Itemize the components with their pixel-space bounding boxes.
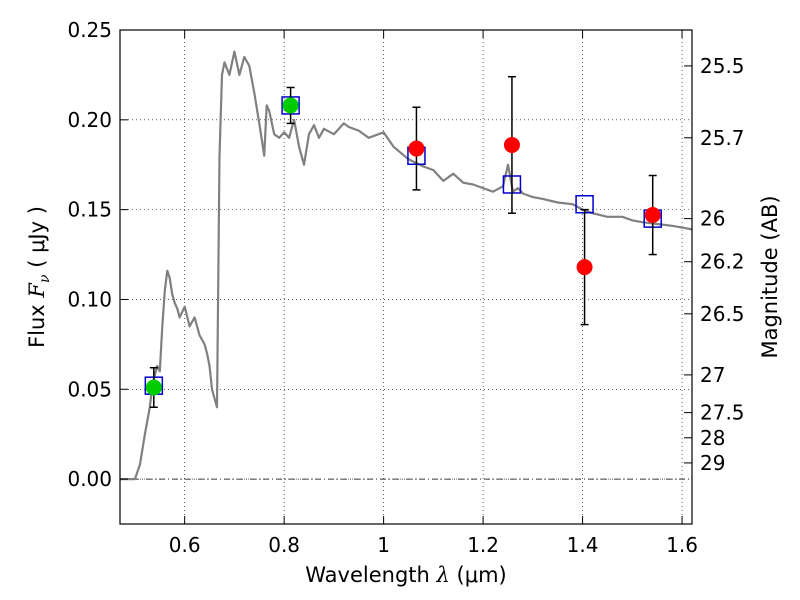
y2-tick-label: 26 (700, 207, 725, 231)
x-axis-label: Wavelength λ (μm) (305, 563, 506, 587)
x-tick-label: 1.6 (666, 533, 698, 557)
x-tick-label: 0.8 (268, 533, 300, 557)
x-tick-label: 1.4 (567, 533, 599, 557)
y-tick-label: 0.20 (67, 108, 112, 132)
x-tick-label: 1 (377, 533, 390, 557)
y2-tick-label: 27.5 (700, 401, 745, 425)
y-axis-label: Flux Fν ( μJy ) (25, 206, 53, 348)
y2-tick-label: 25.7 (700, 126, 745, 150)
y2-tick-label: 25.5 (700, 54, 745, 78)
y-tick-label: 0.00 (67, 467, 112, 491)
y2-tick-label: 28 (700, 426, 725, 450)
axis-ticks: 0.6 0.8 1 1.2 1.4 1.6 0.00 0.05 0.10 0.15 0.20 0.25… (67, 18, 744, 557)
sed-model-line (120, 50, 692, 481)
plot-area (120, 30, 692, 524)
y-tick-label: 0.10 (67, 287, 112, 311)
plot-frame (119, 29, 693, 525)
detection-point (282, 97, 299, 114)
y2-tick-label: 29 (700, 451, 725, 475)
x-tick-label: 1.2 (467, 533, 499, 557)
detection-point (644, 207, 661, 224)
y-tick-label: 0.05 (67, 377, 112, 401)
detection-point (145, 379, 162, 396)
y2-tick-label: 27 (700, 363, 725, 387)
detection-point (576, 259, 593, 276)
y2-tick-label: 26.2 (700, 250, 745, 274)
detection-point (503, 136, 520, 153)
plot-content (120, 50, 692, 481)
y-tick-label: 0.25 (67, 18, 112, 42)
x-tick-label: 0.6 (169, 533, 201, 557)
y2-tick-label: 26.5 (700, 302, 745, 326)
y-tick-label: 0.15 (67, 198, 112, 222)
detection-point (408, 140, 425, 157)
y2-axis-label: Magnitude (AB) (758, 195, 782, 358)
